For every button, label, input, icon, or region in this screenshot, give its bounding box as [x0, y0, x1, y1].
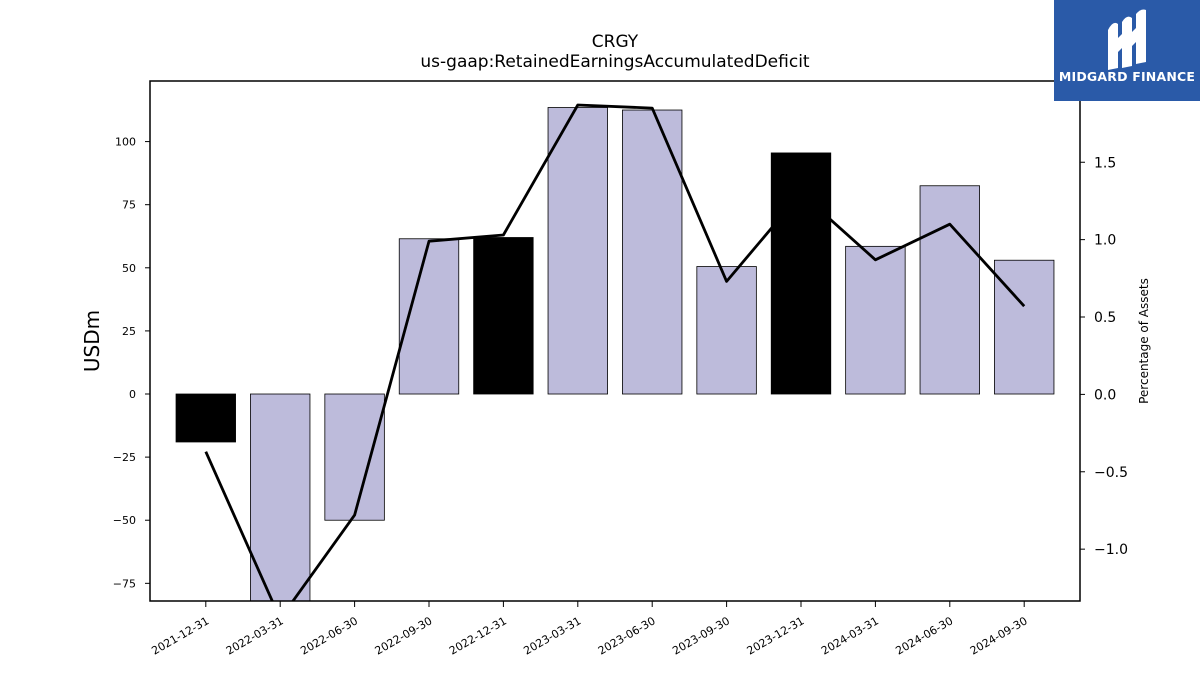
x-tick-label: 2023-12-31 — [745, 614, 807, 657]
y2-tick-label: 0.0 — [1094, 387, 1116, 403]
bar-2023-09-30 — [696, 266, 757, 395]
bar-2023-03-31 — [547, 107, 608, 395]
x-tick-label: 2022-06-30 — [298, 614, 360, 657]
y-tick-label: 100 — [115, 136, 136, 149]
y-tick-label: 50 — [122, 262, 136, 275]
x-tick-label: 2024-03-31 — [819, 614, 881, 657]
y-tick-label: 25 — [122, 325, 136, 338]
y2-tick-label: 0.5 — [1094, 310, 1116, 326]
percentage-of-assets-line — [204, 103, 1026, 601]
bar-2023-12-31 — [770, 152, 832, 395]
bar-series — [175, 107, 1055, 602]
x-tick-label: 2022-03-31 — [224, 614, 286, 657]
bar-2024-06-30 — [919, 185, 980, 395]
y-tick-label: −25 — [113, 451, 136, 464]
bar-2021-12-31 — [175, 393, 236, 443]
y-axis-label: USDm — [80, 310, 104, 372]
bar-2022-03-31 — [250, 393, 311, 602]
bar-2024-03-31 — [845, 245, 906, 395]
chart-subtitle: us-gaap:RetainedEarningsAccumulatedDefic… — [420, 52, 810, 72]
x-tick-label: 2023-06-30 — [596, 614, 658, 657]
x-tick-label: 2022-12-31 — [447, 614, 509, 657]
y2-axis-label: Percentage of Assets — [1137, 278, 1151, 404]
y2-tick-label: −0.5 — [1094, 465, 1128, 481]
y2-tick-label: 1.5 — [1094, 155, 1116, 171]
y-axis-right: −1.0 −0.5 0.0 0.5 1.0 1.5 — [1080, 155, 1128, 558]
line-series — [204, 103, 1026, 601]
x-tick-label: 2021-12-31 — [149, 614, 211, 657]
x-tick-label: 2024-09-30 — [968, 614, 1030, 657]
bar-2023-06-30 — [622, 109, 683, 395]
brand-name: MIDGARD FINANCE — [1058, 69, 1196, 84]
y-tick-label: −75 — [113, 577, 136, 590]
x-tick-label: 2023-09-30 — [670, 614, 732, 657]
x-tick-label: 2023-03-31 — [521, 614, 583, 657]
x-tick-label: 2024-06-30 — [893, 614, 955, 657]
brand-logo: MIDGARD FINANCE — [1054, 0, 1200, 101]
y2-tick-label: 1.0 — [1094, 233, 1116, 249]
x-axis: 2021-12-31 2022-03-31 2022-06-30 2022-09-30… — [149, 601, 1030, 658]
y2-tick-label: −1.0 — [1094, 542, 1128, 558]
y-tick-label: 75 — [122, 199, 136, 212]
plot-frame — [149, 80, 1081, 602]
y-tick-label: 0 — [129, 388, 136, 401]
brand-mark-icon — [1108, 9, 1146, 70]
x-tick-label: 2022-09-30 — [373, 614, 435, 657]
bar-2024-09-30 — [994, 259, 1055, 395]
bar-2022-12-31 — [473, 237, 534, 395]
bar-2022-06-30 — [324, 393, 385, 521]
chart-title: CRGY — [591, 32, 639, 52]
y-tick-label: −50 — [113, 514, 136, 527]
y-axis-left: −75 −50 −25 0 25 50 75 100 — [113, 136, 150, 590]
